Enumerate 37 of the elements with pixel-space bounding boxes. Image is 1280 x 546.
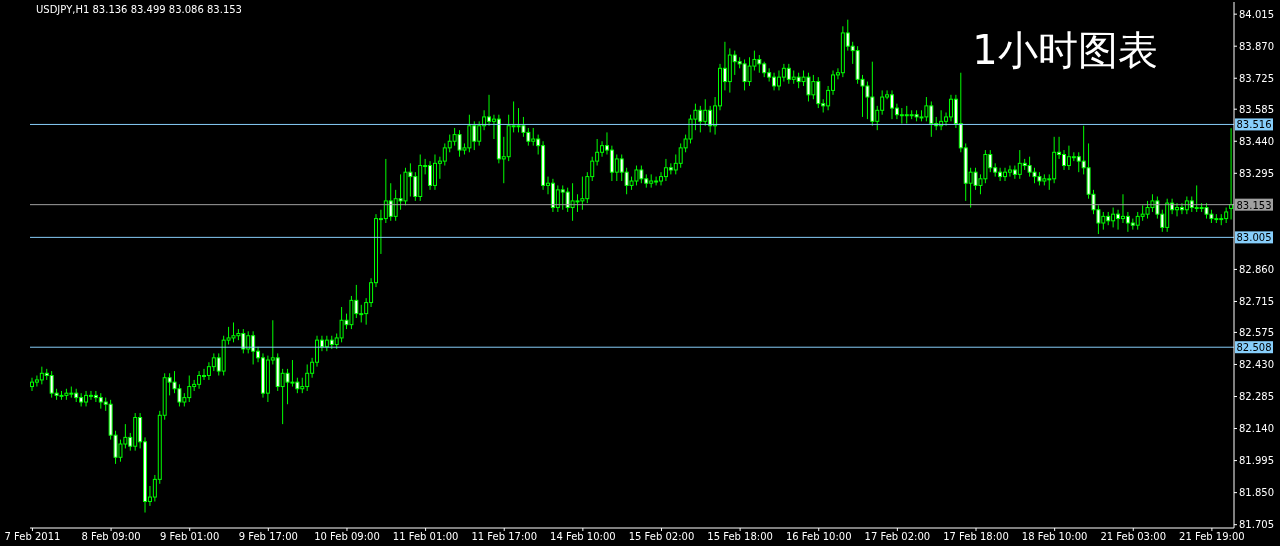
y-tick-label: 81.995	[1239, 455, 1274, 467]
x-tick-label: 8 Feb 09:00	[81, 531, 141, 543]
ref-line-label: 83.516	[1236, 119, 1272, 131]
ref-line-label: 82.508	[1236, 342, 1272, 354]
x-tick-label: 14 Feb 10:00	[550, 531, 616, 543]
chart-title: USDJPY,H1 83.136 83.499 83.086 83.153	[36, 4, 242, 15]
y-tick-label: 82.715	[1239, 296, 1274, 308]
x-tick-label: 11 Feb 01:00	[392, 531, 459, 543]
x-tick-label: 16 Feb 10:00	[785, 531, 852, 543]
x-tick-label: 10 Feb 09:00	[314, 531, 380, 543]
x-tick-label: 7 Feb 2011	[4, 531, 61, 543]
y-tick-label: 83.870	[1239, 40, 1274, 52]
y-tick-label: 84.015	[1239, 8, 1274, 20]
y-tick-label: 83.585	[1239, 103, 1274, 115]
y-tick-label: 83.440	[1239, 135, 1274, 147]
x-tick-label: 21 Feb 19:00	[1179, 531, 1245, 543]
x-tick-label: 21 Feb 03:00	[1100, 531, 1167, 543]
y-tick-label: 82.430	[1239, 359, 1274, 370]
y-tick-label: 82.860	[1239, 263, 1274, 275]
x-tick-label: 9 Feb 17:00	[238, 531, 298, 543]
y-tick-label: 83.725	[1239, 72, 1274, 84]
ref-line-label: 83.005	[1236, 232, 1272, 244]
y-tick-label: 82.575	[1239, 326, 1274, 338]
y-tick-label: 81.705	[1239, 519, 1274, 531]
x-tick-label: 17 Feb 18:00	[943, 531, 1009, 543]
x-tick-label: 17 Feb 02:00	[864, 531, 931, 543]
y-tick-label: 83.295	[1239, 167, 1274, 179]
annotation: 1小时图表	[972, 27, 1158, 73]
x-tick-label: 15 Feb 02:00	[628, 531, 695, 543]
y-tick-label: 81.850	[1239, 487, 1274, 499]
y-tick-label: 82.285	[1239, 391, 1274, 403]
x-tick-label: 9 Feb 01:00	[160, 531, 220, 543]
y-tick-label: 82.140	[1239, 423, 1274, 435]
x-tick-label: 15 Feb 18:00	[707, 531, 773, 543]
x-tick-label: 18 Feb 10:00	[1021, 531, 1088, 543]
ref-line-label: 83.153	[1236, 199, 1272, 211]
x-tick-label: 11 Feb 17:00	[471, 531, 538, 543]
